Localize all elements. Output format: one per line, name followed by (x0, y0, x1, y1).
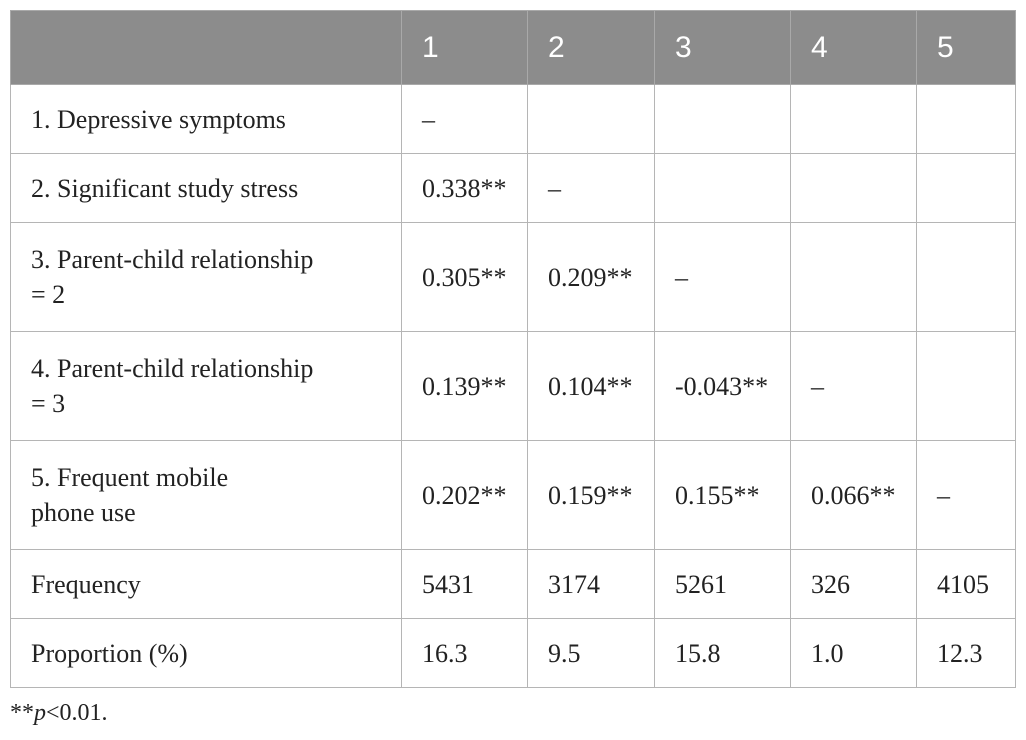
table-cell: 0.202** (401, 440, 528, 550)
table-cell: 0.305** (401, 222, 528, 332)
header-cell-blank (10, 10, 402, 85)
table-cell: 0.159** (527, 440, 655, 550)
row-label: 5. Frequent mobile phone use (10, 440, 402, 550)
table-row: 5. Frequent mobile phone use 0.202** 0.1… (10, 440, 1016, 550)
footnote-stars: ** (10, 700, 34, 726)
table-cell: 3174 (527, 549, 655, 619)
row-label: Frequency (10, 549, 402, 619)
table-cell (790, 84, 917, 154)
table-cell: 0.104** (527, 331, 655, 441)
table-cell: – (527, 153, 655, 223)
row-label: 3. Parent-child relationship = 2 (10, 222, 402, 332)
table-cell (654, 84, 791, 154)
table-cell: 0.155** (654, 440, 791, 550)
table-cell: 9.5 (527, 618, 655, 688)
table-row: 4. Parent-child relationship = 3 0.139**… (10, 331, 1016, 441)
table-row: 2. Significant study stress 0.338** – (10, 153, 1016, 223)
table-row: 3. Parent-child relationship = 2 0.305**… (10, 222, 1016, 332)
table-cell: 326 (790, 549, 917, 619)
header-cell-2: 2 (527, 10, 655, 85)
footnote-threshold: <0.01. (46, 700, 108, 726)
row-label-line: = 2 (31, 280, 66, 309)
table-row: Frequency 5431 3174 5261 326 4105 (10, 549, 1016, 619)
table-cell: – (916, 440, 1016, 550)
table-row: 1. Depressive symptoms – (10, 84, 1016, 154)
table-cell (654, 153, 791, 223)
table-cell: – (654, 222, 791, 332)
table-cell: 0.338** (401, 153, 528, 223)
table-cell: 0.139** (401, 331, 528, 441)
footnote-p: p (34, 700, 46, 726)
header-cell-1: 1 (401, 10, 528, 85)
table-cell (916, 84, 1016, 154)
table-footnote: **p<0.01. (10, 700, 108, 727)
table-cell (527, 84, 655, 154)
table-cell (790, 222, 917, 332)
row-label: 1. Depressive symptoms (10, 84, 402, 154)
table-cell (790, 153, 917, 223)
table-cell: 5261 (654, 549, 791, 619)
row-label-line: 4. Parent-child relationship (31, 354, 314, 383)
table-cell (916, 153, 1016, 223)
table-cell: 0.209** (527, 222, 655, 332)
table-cell (916, 222, 1016, 332)
header-cell-5: 5 (916, 10, 1016, 85)
row-label-line: = 3 (31, 389, 66, 418)
header-cell-3: 3 (654, 10, 791, 85)
row-label: 4. Parent-child relationship = 3 (10, 331, 402, 441)
header-cell-4: 4 (790, 10, 917, 85)
correlation-table: 1 2 3 4 5 1. Depressive symptoms – 2. Si… (10, 10, 1016, 688)
row-label-line: phone use (31, 498, 136, 527)
table-cell: 5431 (401, 549, 528, 619)
table-cell: 16.3 (401, 618, 528, 688)
table-cell: 1.0 (790, 618, 917, 688)
table-cell: – (790, 331, 917, 441)
header-row: 1 2 3 4 5 (10, 10, 1016, 85)
table-row: Proportion (%) 16.3 9.5 15.8 1.0 12.3 (10, 618, 1016, 688)
row-label-line: 3. Parent-child relationship (31, 245, 314, 274)
table-cell: -0.043** (654, 331, 791, 441)
table-cell: 12.3 (916, 618, 1016, 688)
table-cell: 0.066** (790, 440, 917, 550)
row-label: 2. Significant study stress (10, 153, 402, 223)
table-cell (916, 331, 1016, 441)
table-cell: 15.8 (654, 618, 791, 688)
row-label: Proportion (%) (10, 618, 402, 688)
table-cell: – (401, 84, 528, 154)
table-cell: 4105 (916, 549, 1016, 619)
row-label-line: 5. Frequent mobile (31, 463, 229, 492)
